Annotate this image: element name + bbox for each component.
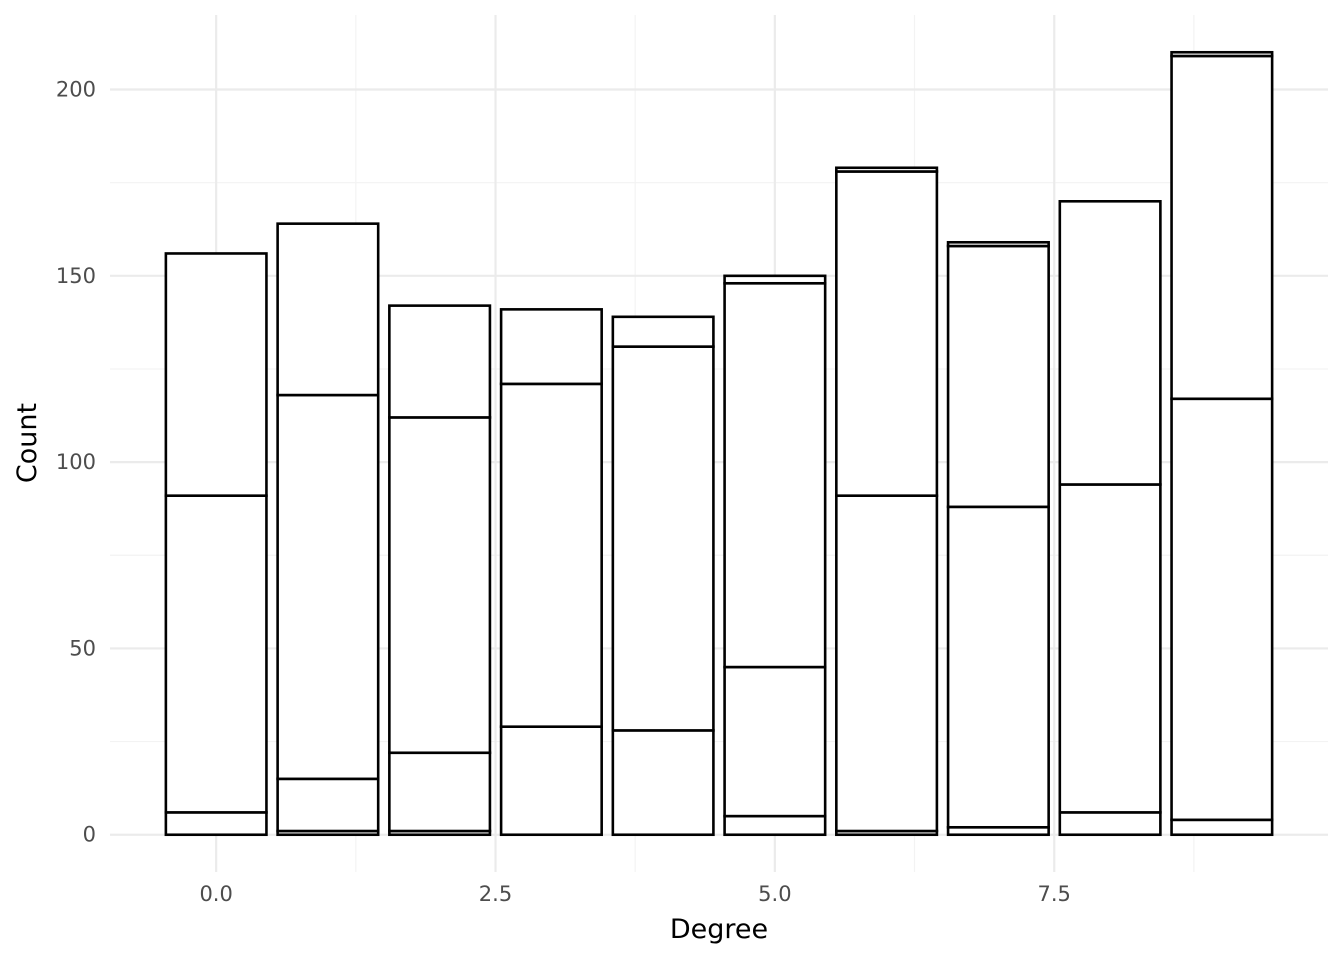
bar-segment [1170,818,1274,837]
x-axis-title: Degree [670,914,768,945]
bars [164,50,1274,837]
bar-group [946,240,1050,837]
bar-segment [723,814,827,837]
bar-segment [388,304,492,419]
bar-segment [388,751,492,833]
bar-segment [723,274,827,285]
x-tick-label: 2.5 [479,882,512,906]
bar-segment [611,729,715,837]
bar-segment [835,166,939,173]
bar-group [388,304,492,837]
bar-segment [164,494,268,814]
bar-segment [611,315,715,348]
y-axis-title: Count [12,403,43,483]
x-axis-ticks: 0.0 2.5 5.0 7.5 [199,882,1070,906]
bar-group [1058,200,1162,837]
bar-segment [1058,200,1162,486]
bar-segment [1170,397,1274,822]
y-tick-label: 150 [56,264,96,288]
bar-segment [835,494,939,833]
bar-segment [723,281,827,669]
bar-segment [499,382,603,728]
y-tick-label: 50 [69,636,96,660]
x-tick-label: 7.5 [1038,882,1071,906]
bar-segment [946,505,1050,829]
bar-group [499,308,603,837]
bar-segment [1170,50,1274,58]
bar-segment [499,725,603,837]
bar-segment [164,811,268,837]
x-tick-label: 0.0 [199,882,232,906]
bar-segment [499,308,603,386]
bar-segment [723,665,827,818]
bar-segment [276,222,380,397]
bar-group [1170,50,1274,837]
bar-segment [946,244,1050,509]
bar-segment [611,345,715,732]
bar-group [723,274,827,837]
bar-segment [276,777,380,833]
bar-group [164,252,268,837]
bar-segment [388,416,492,755]
bar-segment [946,240,1050,248]
y-tick-label: 100 [56,450,96,474]
bar-segment [164,252,268,497]
bar-segment [276,393,380,781]
x-tick-label: 5.0 [758,882,791,906]
bar-segment [1058,811,1162,837]
bar-segment [1058,483,1162,814]
y-tick-label: 200 [56,78,96,102]
bar-group [835,166,939,837]
bar-segment [1170,54,1274,401]
bar-group [611,315,715,837]
y-tick-label: 0 [83,823,96,847]
bar-group [276,222,380,837]
y-axis-ticks: 0 50 100 150 200 [56,78,96,847]
bar-segment [835,170,939,497]
